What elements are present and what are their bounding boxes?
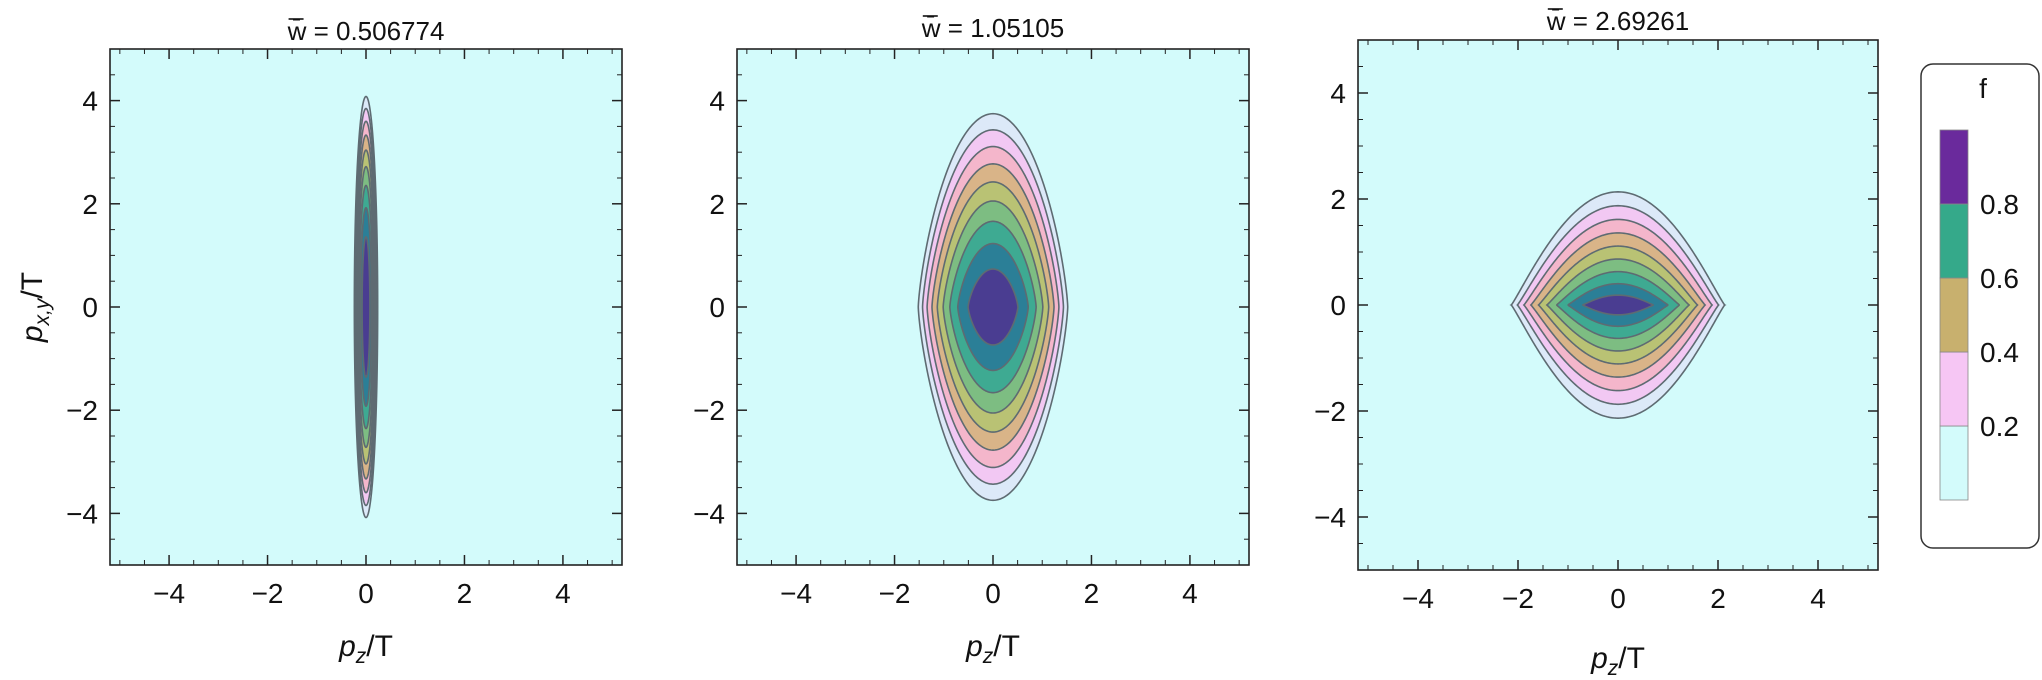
panel-3-title: w̄ = 2.69261 <box>1546 6 1689 36</box>
panel-3-y-ticks: −4 −2 0 2 4 <box>1314 39 1878 571</box>
y-tick-label: −2 <box>1314 396 1346 427</box>
x-tick-label: −4 <box>153 578 185 609</box>
panel-3-title-value: 2.69261 <box>1595 6 1689 36</box>
y-tick-label: −4 <box>66 498 98 529</box>
panel-1-x-axis-label-tail: /T <box>366 630 393 663</box>
x-tick-label: 0 <box>1610 583 1626 614</box>
panel-3-title-prefix: w̄ = <box>1546 6 1595 36</box>
panel-1-x-ticks: −4 −2 0 2 4 <box>119 49 613 609</box>
contour-panel-2: w̄ = 1.05105 −4 −2 0 2 4 −4 −2 0 2 4 pz/T <box>693 13 1250 668</box>
panel-1-y-ticks: −4 −2 0 2 4 <box>66 48 622 566</box>
contour-panel-3: w̄ = 2.69261 −4 −2 0 2 4 −4 −2 0 2 4 pz/T <box>1314 6 1879 680</box>
x-tick-label: −2 <box>252 578 284 609</box>
color-legend: f 0.2 0.4 0.6 0.8 <box>1920 63 2040 549</box>
panel-1-x-axis-label: pz/T <box>338 630 393 668</box>
x-tick-label: 4 <box>1810 583 1826 614</box>
y-tick-label: 0 <box>82 292 98 323</box>
legend-bin-0 <box>1939 425 1969 501</box>
legend-bin-1 <box>1939 351 1969 427</box>
x-tick-label: 0 <box>358 578 374 609</box>
x-tick-label: 2 <box>1084 578 1100 609</box>
legend-bin-4 <box>1939 129 1969 205</box>
panel-3-x-axis-label: pz/T <box>1590 642 1645 680</box>
y-tick-label: −2 <box>693 395 725 426</box>
legend-frame <box>1920 63 2040 549</box>
x-tick-label: −2 <box>1502 583 1534 614</box>
panel-2-x-axis-label-tail: /T <box>993 630 1020 663</box>
legend-bin-2 <box>1939 277 1969 353</box>
panel-1-title: w̄ = 0.506774 <box>287 16 445 46</box>
y-tick-label: −2 <box>66 395 98 426</box>
x-tick-label: 0 <box>985 578 1001 609</box>
legend-tick-label: 0.2 <box>1980 411 2019 442</box>
panel-1-plot-area <box>109 48 623 566</box>
y-tick-label: 4 <box>1330 78 1346 109</box>
panel-1-x-axis-label-base: p <box>338 630 356 663</box>
panel-2-plot-area <box>736 48 1250 566</box>
panel-2-x-axis-label-base: p <box>965 630 983 663</box>
panel-3-x-axis-label-base: p <box>1590 642 1608 675</box>
panel-1-y-axis-label-tail: /T <box>16 272 49 299</box>
y-tick-label: 4 <box>82 86 98 117</box>
panel-2-title-value: 1.05105 <box>970 13 1064 43</box>
panel-1-x-axis-label-sub: z <box>355 645 367 668</box>
y-tick-label: 2 <box>82 189 98 220</box>
legend-tick-label: 0.6 <box>1980 263 2019 294</box>
legend-title: f <box>1979 73 1987 104</box>
y-tick-label: −4 <box>1314 502 1346 533</box>
contour-level-0.9 <box>361 236 371 378</box>
y-tick-label: 2 <box>709 189 725 220</box>
legend-tick-label: 0.4 <box>1980 337 2019 368</box>
y-tick-label: 4 <box>709 86 725 117</box>
panel-3-x-axis-label-tail: /T <box>1618 642 1645 675</box>
y-tick-label: 0 <box>709 292 725 323</box>
legend-tick-labels: 0.2 0.4 0.6 0.8 <box>1980 189 2019 442</box>
panel-3-x-ticks: −4 −2 0 2 4 <box>1367 40 1869 614</box>
legend-bin-3 <box>1939 203 1969 279</box>
contour-level-0.9 <box>967 268 1019 346</box>
panel-1-title-prefix: w̄ = <box>287 16 336 46</box>
x-tick-label: −2 <box>879 578 911 609</box>
x-tick-label: −4 <box>1402 583 1434 614</box>
panel-1-y-axis-label-sub: x,y <box>31 297 54 326</box>
panel-2-title: w̄ = 1.05105 <box>921 13 1064 43</box>
contour-level-0.9 <box>1582 294 1654 316</box>
panel-3-x-axis-label-sub: z <box>1607 657 1619 680</box>
legend-tick-label: 0.8 <box>1980 189 2019 220</box>
y-tick-label: 0 <box>1330 290 1346 321</box>
panel-3-plot-area <box>1357 39 1879 571</box>
y-tick-label: 2 <box>1330 184 1346 215</box>
y-tick-label: −4 <box>693 498 725 529</box>
panel-2-x-ticks: −4 −2 0 2 4 <box>746 49 1240 609</box>
panel-1-title-value: 0.506774 <box>336 16 444 46</box>
panel-2-title-prefix: w̄ = <box>921 13 970 43</box>
legend-color-bar <box>1939 129 1969 501</box>
x-tick-label: 4 <box>1182 578 1198 609</box>
x-tick-label: 2 <box>1710 583 1726 614</box>
panel-2-x-axis-label-sub: z <box>982 645 994 668</box>
panel-2-x-axis-label: pz/T <box>965 630 1020 668</box>
x-tick-label: 2 <box>457 578 473 609</box>
x-tick-label: −4 <box>780 578 812 609</box>
panel-1-y-axis-label-base: p <box>16 325 49 343</box>
panel-2-y-ticks: −4 −2 0 2 4 <box>693 48 1249 566</box>
panel-1-y-axis-label: px,y/T <box>16 272 54 343</box>
x-tick-label: 4 <box>555 578 571 609</box>
